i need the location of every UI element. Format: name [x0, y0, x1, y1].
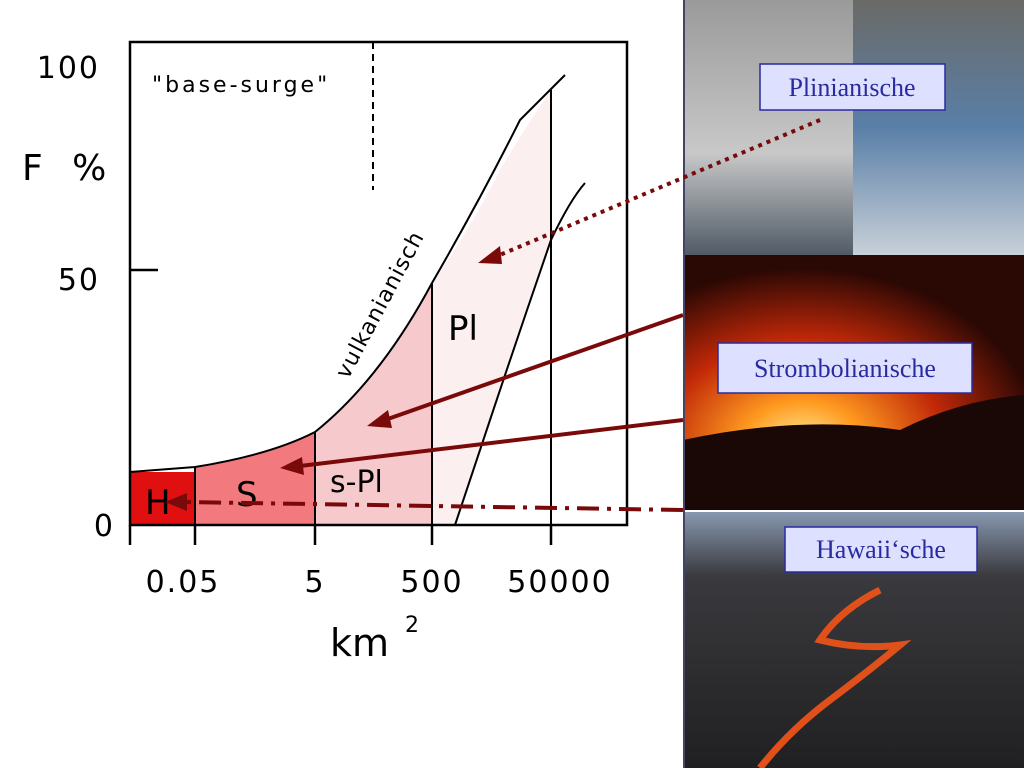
region-s-pl	[315, 283, 432, 525]
boundary	[129, 74, 566, 473]
photo-border	[683, 0, 685, 768]
caption: Strombolianische	[754, 354, 936, 383]
caption: Hawaii‘sche	[816, 535, 946, 564]
region-label: H	[145, 483, 171, 523]
region-label: S	[236, 475, 258, 515]
arrow	[384, 313, 684, 422]
y-tick-label: 100	[37, 51, 100, 86]
caption-box	[717, 342, 973, 394]
x-axis-label: km	[330, 621, 389, 665]
photo	[853, 0, 1024, 255]
x-tick-label: 0.05	[146, 565, 221, 600]
arrow	[299, 418, 684, 468]
caption-box	[784, 526, 978, 573]
annotation: "base-surge"	[152, 73, 330, 98]
region-label: s-Pl	[330, 465, 383, 500]
y-axis-label: F %	[22, 148, 108, 189]
caption: Plinianische	[788, 73, 915, 102]
arrow-head	[478, 246, 502, 264]
boundary	[454, 182, 586, 526]
photo-detail	[757, 586, 912, 768]
arrow-head	[165, 493, 187, 511]
x-tick-label: 5	[304, 565, 325, 600]
photo	[683, 0, 853, 255]
plot-frame	[128, 40, 629, 527]
photo-detail	[683, 395, 1024, 510]
arrow-head	[280, 457, 304, 475]
caption-box	[759, 63, 946, 111]
region-pl	[432, 90, 551, 525]
y-tick-label: 0	[94, 509, 115, 544]
arrow-head	[367, 410, 392, 428]
arrows	[184, 118, 821, 512]
x-axis-superscript: 2	[405, 613, 421, 638]
x-tick-label: 50000	[507, 565, 612, 600]
region-label: Pl	[448, 309, 478, 349]
x-tick-label: 500	[400, 565, 463, 600]
y-tick-label: 50	[58, 263, 100, 298]
